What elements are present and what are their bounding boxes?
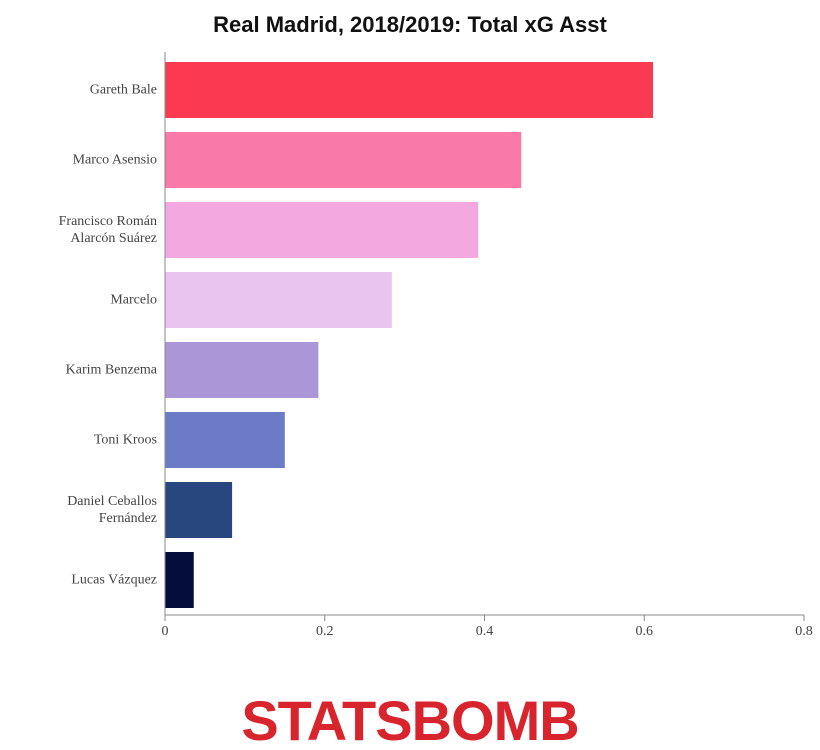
y-tick-label: Francisco Román Alarcón Suárez [58, 214, 157, 246]
y-tick-label: Lucas Vázquez [71, 572, 157, 588]
y-tick-label: Daniel Ceballos Fernández [67, 494, 157, 526]
logo: STATSBOMB [241, 689, 579, 750]
y-tick-label: Gareth Bale [89, 82, 157, 98]
x-tick-label: 0.8 [795, 624, 813, 639]
x-tick-label: 0.6 [636, 624, 654, 639]
y-tick-label: Karim Benzema [65, 362, 157, 378]
x-tick-label: 0.4 [476, 624, 494, 639]
bar [165, 202, 479, 258]
x-tick-label: 0 [162, 624, 169, 639]
bar [165, 272, 392, 328]
bar [165, 482, 233, 538]
bar [165, 342, 319, 398]
bar [165, 552, 194, 608]
bar [165, 62, 654, 118]
bar [165, 412, 285, 468]
bar [165, 132, 522, 188]
y-tick-label: Marco Asensio [72, 152, 157, 168]
y-tick-label: Toni Kroos [93, 432, 157, 448]
chart-title: Real Madrid, 2018/2019: Total xG Asst [213, 12, 607, 37]
x-tick-label: 0.2 [316, 624, 334, 639]
y-tick-label: Marcelo [110, 292, 157, 308]
